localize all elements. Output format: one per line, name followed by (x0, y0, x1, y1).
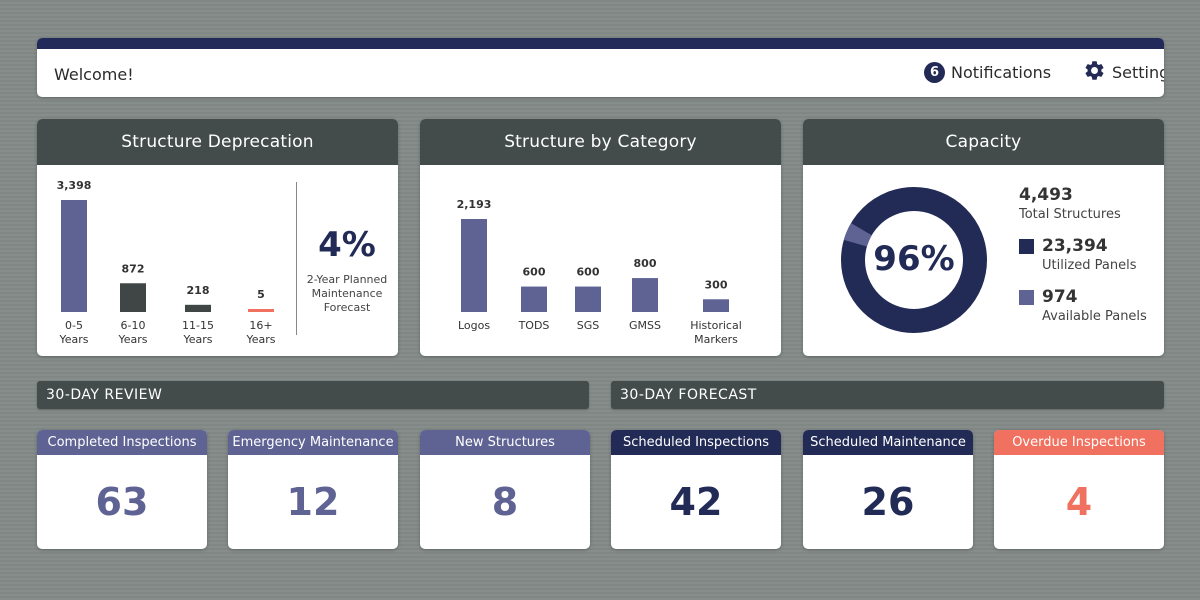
completed-inspections-tile[interactable]: Completed Inspections 63 (37, 430, 207, 549)
top-bar-stripe (37, 38, 1164, 49)
caption-line: Forecast (323, 301, 371, 314)
forecast-section-title: 30-DAY FORECAST (611, 381, 1164, 409)
category-card: Structure by Category 2,193 Logos 600 TODS 6… (420, 119, 781, 356)
capacity-percent: 96% (873, 239, 955, 279)
scheduled-inspections-tile[interactable]: Scheduled Inspections 42 (611, 430, 781, 549)
utilized-panels-stat: 23,394 Utilized Panels (1019, 236, 1147, 273)
available-panels-value: 974 (1042, 287, 1078, 307)
category-body: 2,193 Logos 600 TODS 600 SGS 800 GMSS 300 Histori… (420, 165, 781, 356)
deprecation-category-label: 16+ (249, 319, 272, 332)
category-chart: 2,193 Logos 600 TODS 600 SGS 800 GMSS 300 Histori… (457, 198, 742, 346)
category-bar (461, 219, 487, 312)
tile-label: Scheduled Inspections (611, 430, 781, 455)
tile-value: 4 (1065, 480, 1093, 524)
available-swatch (1019, 290, 1034, 305)
overdue-inspections-tile[interactable]: Overdue Inspections 4 (994, 430, 1164, 549)
deprecation-chart: 3,3980-5Years8726-10Years21811-15Years51… (57, 179, 276, 346)
available-panels-stat: 974 Available Panels (1019, 287, 1147, 324)
tile-label: Scheduled Maintenance (803, 430, 973, 455)
welcome-text: Welcome! (54, 65, 134, 84)
notifications-badge: 6 (924, 61, 945, 83)
maintenance-forecast-percent: 4% (318, 225, 376, 265)
tile-label: Overdue Inspections (994, 430, 1164, 455)
capacity-donut: 96% (839, 185, 989, 335)
top-bar: Welcome! 6 Notifications Settings (37, 38, 1164, 97)
deprecation-value-label: 3,398 (57, 179, 92, 192)
category-title: Structure by Category (420, 119, 781, 165)
deprecation-bar (61, 200, 87, 312)
deprecation-title: Structure Deprecation (37, 119, 398, 165)
capacity-title: Capacity (803, 119, 1164, 165)
deprecation-category-label: Years (245, 333, 275, 346)
category-bar (521, 286, 547, 312)
scheduled-maintenance-tile[interactable]: Scheduled Maintenance 26 (803, 430, 973, 549)
tile-label: Emergency Maintenance (228, 430, 398, 455)
caption-line: Maintenance (311, 287, 383, 300)
tile-label: New Structures (420, 430, 590, 455)
category-bar (575, 286, 601, 312)
deprecation-bar (248, 309, 274, 312)
category-category-label: Logos (458, 319, 490, 332)
category-value-label: 2,193 (457, 198, 492, 211)
category-category-label: GMSS (629, 319, 661, 332)
deprecation-bar (185, 304, 211, 312)
capacity-donut-chart (841, 187, 987, 333)
deprecation-category-label: 11-15 (182, 319, 214, 332)
deprecation-value-label: 872 (122, 262, 145, 275)
capacity-body: 96% 4,493 Total Structures 23,394 Utiliz… (803, 165, 1164, 356)
category-bar (703, 299, 729, 312)
settings-label: Settings (1112, 62, 1164, 82)
category-value-label: 600 (523, 266, 546, 279)
donut-track (841, 187, 987, 333)
tile-value: 12 (286, 480, 340, 524)
caption-line: 2-Year Planned (306, 273, 388, 286)
deprecation-card: Structure Deprecation 3,398 0-5 Years 872 6-… (37, 119, 398, 356)
emergency-maintenance-tile[interactable]: Emergency Maintenance 12 (228, 430, 398, 549)
available-panels-label: Available Panels (1042, 309, 1147, 324)
category-value-label: 800 (634, 257, 657, 270)
deprecation-divider (296, 182, 297, 335)
utilized-swatch (1019, 239, 1034, 254)
deprecation-body: 3,398 0-5 Years 872 6-10 Years 218 11-15 Years 5 1… (37, 165, 398, 356)
tile-value: 26 (861, 480, 915, 524)
notifications-button[interactable]: 6 Notifications (924, 61, 1051, 83)
category-bar (632, 278, 658, 312)
category-category-label: Markers (694, 333, 738, 346)
deprecation-category-label: 6-10 (121, 319, 146, 332)
tile-value: 8 (491, 480, 519, 524)
settings-button[interactable]: Settings (1083, 60, 1164, 84)
deprecation-value-label: 218 (187, 284, 210, 297)
deprecation-value-label: 5 (257, 288, 265, 301)
tile-label: Completed Inspections (37, 430, 207, 455)
gear-icon (1083, 59, 1106, 86)
total-structures-value: 4,493 (1019, 185, 1073, 205)
new-structures-tile[interactable]: New Structures 8 (420, 430, 590, 549)
utilized-panels-value: 23,394 (1042, 236, 1108, 256)
category-category-label: Historical (690, 319, 742, 332)
deprecation-category-label: Years (117, 333, 147, 346)
tile-value: 63 (95, 480, 149, 524)
category-value-label: 300 (705, 278, 728, 291)
capacity-card: Capacity 96% 4,493 Total Structures 23,3… (803, 119, 1164, 356)
tile-value: 42 (669, 480, 723, 524)
category-category-label: TODS (518, 319, 550, 332)
category-value-label: 600 (577, 266, 600, 279)
utilized-panels-label: Utilized Panels (1042, 258, 1137, 273)
deprecation-category-label: 0-5 (65, 319, 83, 332)
deprecation-category-label: Years (182, 333, 212, 346)
category-category-label: SGS (577, 319, 600, 332)
capacity-stats: 4,493 Total Structures 23,394 Utilized P… (1019, 185, 1147, 324)
deprecation-bar (120, 283, 146, 312)
maintenance-forecast-caption: 2-Year Planned Maintenance Forecast (303, 273, 391, 315)
deprecation-category-label: Years (58, 333, 88, 346)
notifications-label: Notifications (951, 62, 1052, 82)
review-section-title: 30-DAY REVIEW (37, 381, 589, 409)
total-structures-label: Total Structures (1019, 207, 1121, 222)
